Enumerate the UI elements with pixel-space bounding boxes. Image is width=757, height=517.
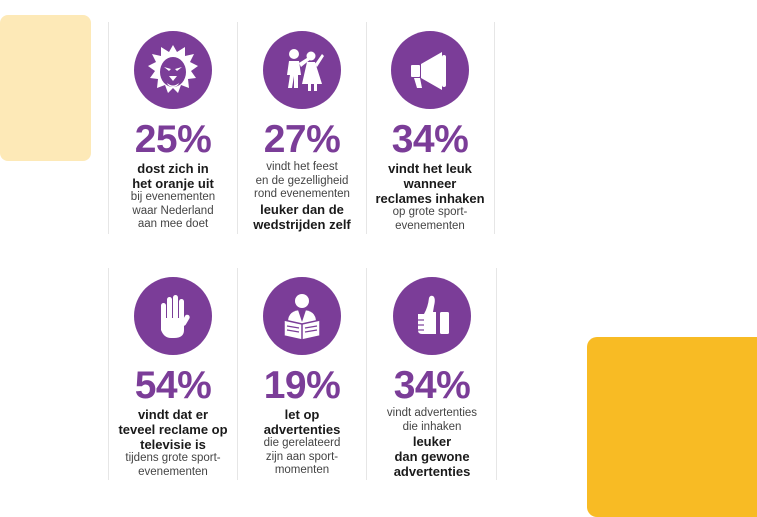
stat-percentage: 54% [134, 364, 212, 407]
column-divider [496, 268, 497, 480]
stat-card-teveel-reclame: 54% vindt dat er teveel reclame op telev… [109, 277, 237, 479]
column-divider [366, 268, 367, 480]
stat-card-oranje: 25% dost zich in het oranje uit bij even… [109, 31, 237, 232]
stat-description: vindt het leuk wanneer reclames inhaken … [375, 161, 485, 232]
decorative-yellow-block [587, 337, 757, 517]
stat-description: let op advertenties die gerelateerd zijn… [263, 407, 341, 476]
stat-description: vindt het feest en de gezelligheid rond … [253, 161, 351, 232]
stat-percentage: 34% [391, 118, 469, 161]
decorative-cream-block [0, 15, 91, 161]
column-divider [237, 268, 238, 480]
stat-description: vindt dat er teveel reclame op televisie… [118, 407, 228, 478]
dancing-couple-icon [263, 31, 341, 109]
column-divider [494, 22, 495, 234]
stat-card-inhaken: 34% vindt het leuk wanneer reclames inha… [366, 31, 494, 233]
column-divider [237, 22, 238, 234]
lion-icon [134, 31, 212, 109]
stat-card-leuker: 34% vindt advertenties die inhaken leuke… [368, 277, 496, 479]
column-divider [108, 268, 109, 480]
stat-percentage: 27% [263, 118, 341, 161]
raised-hand-icon [134, 277, 212, 355]
newspaper-reader-icon [263, 277, 341, 355]
thumbs-up-icon [393, 277, 471, 355]
stat-card-feest: 27% vindt het feest en de gezelligheid r… [238, 31, 366, 232]
megaphone-icon [391, 31, 469, 109]
stat-percentage: 25% [134, 118, 212, 161]
column-divider [108, 22, 109, 234]
stat-card-advertenties: 19% let op advertenties die gerelateerd … [238, 277, 366, 478]
stat-percentage: 19% [263, 364, 341, 407]
stat-description: dost zich in het oranje uit bij evenemen… [130, 161, 216, 230]
column-divider [366, 22, 367, 234]
stat-description: vindt advertenties die inhaken leuker da… [386, 407, 478, 479]
stat-percentage: 34% [393, 364, 471, 407]
